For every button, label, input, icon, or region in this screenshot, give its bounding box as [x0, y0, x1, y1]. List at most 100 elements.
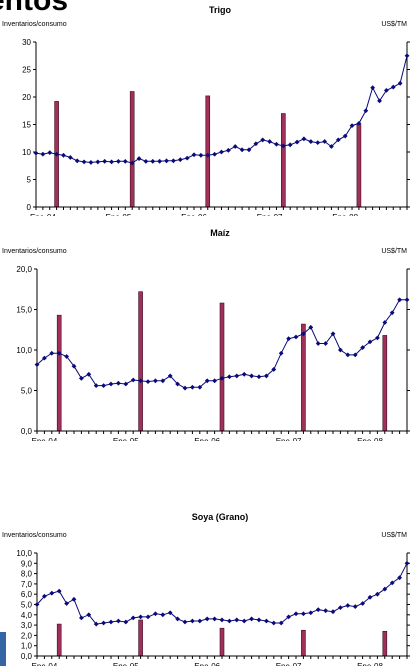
data-point [71, 363, 77, 369]
bar [56, 314, 62, 432]
data-point [226, 374, 232, 380]
y-tick-label: 30 [22, 38, 31, 47]
y-tick-label: 4,0 [21, 611, 33, 620]
data-point [212, 616, 217, 622]
bar [301, 629, 306, 657]
chart-maiz: Maíz Inventarios/consumo US$/TM 0,0 5,0 10,0 1… [0, 216, 413, 441]
y-tick-label: 1,0 [21, 642, 33, 651]
x-tick-label: Ene-05 [113, 437, 139, 441]
x-tick-label: Ene-07 [276, 437, 302, 441]
y-tick-label: 15 [22, 121, 31, 130]
data-point [397, 297, 403, 303]
bar [382, 630, 388, 657]
y2-axis-label: US$/TM [381, 21, 407, 28]
x-tick-label: Ene-07 [276, 662, 302, 666]
data-point [308, 610, 314, 616]
data-point [177, 157, 183, 163]
data-point [79, 615, 84, 621]
data-point [78, 375, 84, 381]
data-point [219, 617, 225, 623]
data-point [308, 139, 314, 144]
chart-title: Maíz [210, 228, 230, 238]
data-point [293, 611, 299, 617]
data-point [382, 320, 388, 325]
data-point [145, 379, 151, 384]
data-point [256, 374, 262, 380]
y-tick-label: 5,0 [21, 387, 33, 396]
bar [356, 124, 362, 208]
data-point [300, 331, 306, 337]
data-point [404, 560, 410, 566]
data-point [352, 352, 358, 358]
data-point [264, 618, 269, 624]
x-tick-label: Ene-08 [357, 662, 383, 666]
chart-svg: Maíz Inventarios/consumo US$/TM 0,0 5,0 10,0 1… [2, 228, 410, 441]
y-tick-label: 25 [22, 66, 31, 75]
data-point [101, 383, 106, 389]
y-axis-label: Inventarios/consumo [2, 532, 67, 539]
x-tick-label: Ene-08 [332, 213, 358, 216]
y-tick-label: 10,0 [16, 346, 32, 355]
y-tick-label: 3,0 [21, 621, 33, 630]
bar [281, 113, 286, 208]
chart-svg: Soya (Grano) Inventarios/consumo US$/TM 0,0… [2, 512, 410, 666]
data-point [234, 373, 240, 379]
data-point [182, 619, 188, 625]
y-tick-label: 9,0 [21, 559, 33, 568]
data-point [190, 384, 195, 390]
data-point [241, 618, 247, 624]
bar [56, 623, 62, 657]
data-point [123, 619, 129, 625]
data-point [274, 141, 279, 147]
data-point [182, 385, 188, 391]
data-point [301, 136, 307, 142]
x-tick-label: Ene-06 [194, 437, 220, 441]
data-point [47, 150, 53, 155]
data-point [293, 334, 299, 340]
data-point [271, 620, 277, 626]
y-tick-label: 20,0 [16, 265, 32, 274]
y2-axis-label: US$/TM [381, 248, 407, 255]
data-point [143, 158, 149, 164]
y-axis-label: Inventarios/consumo [2, 248, 67, 255]
data-point [349, 123, 355, 129]
data-point [397, 80, 403, 86]
data-point [153, 378, 158, 384]
data-point [67, 155, 73, 160]
bar [219, 627, 225, 657]
y-tick-label: 10,0 [16, 549, 32, 558]
y-tick-label: 8,0 [21, 570, 33, 579]
y-tick-label: 10 [22, 148, 31, 157]
data-point [227, 618, 232, 624]
data-point [33, 150, 39, 156]
y2-axis-label: US$/TM [381, 532, 407, 539]
data-point [86, 371, 92, 377]
data-point [116, 618, 121, 624]
data-point [219, 149, 224, 155]
data-point [241, 371, 247, 377]
data-point [95, 159, 101, 165]
bar [301, 323, 306, 432]
data-point [286, 614, 292, 620]
series-line [35, 55, 408, 164]
data-point [249, 373, 254, 379]
data-point [102, 158, 108, 164]
x-tick-label: Ene-05 [113, 662, 139, 666]
data-point [138, 614, 144, 620]
bar [138, 291, 143, 432]
data-point [278, 350, 284, 356]
data-point [34, 362, 40, 367]
data-point [129, 160, 135, 166]
data-point [260, 137, 266, 143]
y-tick-label: 0,0 [21, 427, 33, 436]
data-point [150, 158, 156, 164]
bar [205, 95, 211, 208]
data-point [246, 147, 252, 153]
data-point [239, 147, 245, 153]
chart-title: Soya (Grano) [192, 512, 249, 522]
data-point [164, 158, 169, 164]
data-point [404, 53, 410, 59]
data-point [345, 603, 351, 608]
data-point [256, 617, 262, 623]
data-point [115, 380, 121, 386]
